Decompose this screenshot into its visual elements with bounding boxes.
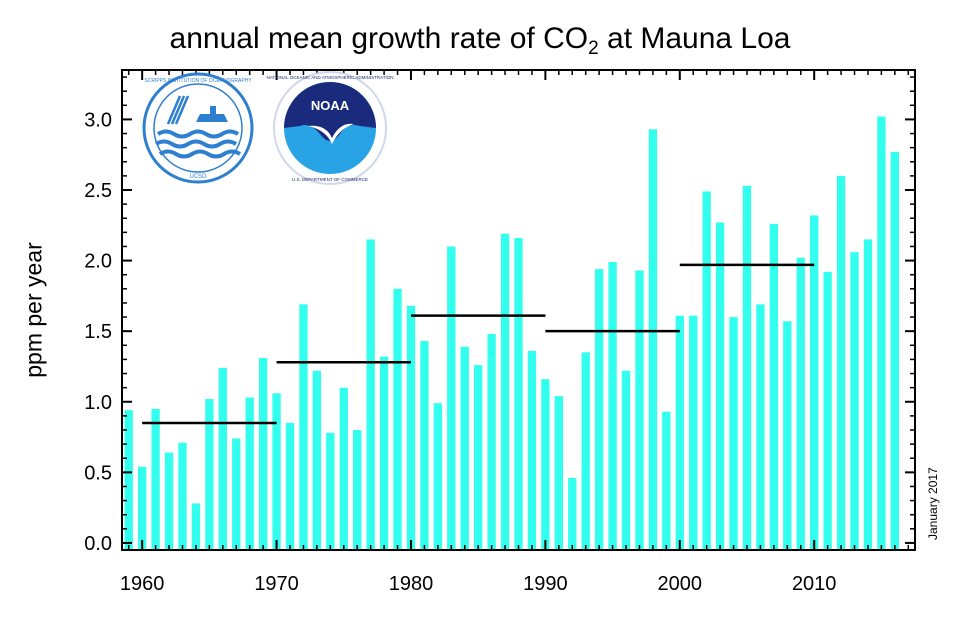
bar-2012	[836, 175, 846, 550]
y-tick-label: 2.0	[84, 251, 112, 273]
bar-1979	[393, 288, 402, 550]
noaa-logo-text: NOAA	[311, 98, 350, 113]
bar-2000	[675, 315, 684, 550]
x-tick-label: 2010	[792, 573, 837, 595]
y-tick-label: 0.5	[84, 462, 112, 484]
noaa-logo-ring-text: NATIONAL OCEANIC AND ATMOSPHERIC ADMINIS…	[266, 75, 393, 80]
bar-1980	[406, 305, 416, 550]
bar-1983	[447, 246, 456, 550]
chart-title: annual mean growth rate of CO2 at Mauna …	[0, 22, 960, 60]
bar-1967	[232, 438, 241, 550]
chart-title-suffix: at Mauna Loa	[598, 22, 791, 55]
bar-1961	[151, 408, 160, 550]
bar-1981	[420, 341, 429, 550]
bar-1982	[433, 403, 443, 550]
bar-2009	[796, 257, 805, 550]
bar-1984	[460, 346, 469, 550]
bar-1996	[621, 370, 631, 550]
bar-1968	[245, 397, 254, 550]
bar-1966	[218, 367, 227, 550]
x-tick-label: 1960	[120, 573, 165, 595]
bars-group	[124, 116, 899, 551]
bar-1970	[272, 393, 281, 550]
noaa-logo-ring-text-bottom: U.S. DEPARTMENT OF COMMERCE	[292, 177, 368, 182]
bar-1960	[137, 466, 147, 550]
bar-1963	[178, 442, 187, 550]
bar-2013	[850, 252, 859, 550]
axes-group: 0.0 0.5 1.0 1.5 2.0 2.5 3.0 1960 1970 1980 1990 200…	[84, 70, 915, 595]
bar-1993	[581, 352, 590, 550]
bar-1978	[379, 356, 389, 550]
bar-2008	[783, 321, 792, 550]
bar-1988	[514, 238, 523, 550]
x-tick-label: 1970	[254, 573, 299, 595]
y-tick-label: 2.5	[84, 180, 112, 202]
bar-2015	[877, 116, 886, 550]
bar-2001	[689, 315, 698, 550]
bar-1964	[191, 503, 201, 550]
bar-1991	[554, 396, 563, 550]
noaa-logo: NOAA NATIONAL OCEANIC AND ATMOSPHERIC AD…	[266, 71, 394, 185]
bar-1965	[205, 398, 214, 550]
scripps-logo: SCRIPPS INSTITUTION OF OCEANOGRAPHY UCSD	[142, 72, 254, 184]
bar-1972	[299, 304, 308, 550]
x-tick-label: 2000	[658, 573, 703, 595]
bar-2003	[715, 222, 725, 550]
bar-2004	[729, 317, 738, 550]
bar-1974	[326, 432, 335, 550]
bar-1985	[474, 365, 483, 550]
bar-1971	[285, 422, 295, 550]
bar-2002	[702, 191, 711, 550]
bar-2007	[769, 223, 779, 550]
bar-1999	[662, 411, 671, 550]
bar-1975	[339, 387, 348, 550]
bar-1977	[366, 239, 375, 550]
bar-1992	[568, 478, 577, 550]
chart-title-subscript: 2	[588, 38, 599, 59]
bar-2014	[863, 239, 873, 550]
bar-2006	[756, 304, 765, 550]
x-tick-label: 1980	[389, 573, 434, 595]
bar-1994	[594, 269, 604, 550]
bar-1962	[164, 452, 174, 550]
bar-2016	[890, 151, 899, 550]
bar-1973	[312, 370, 322, 550]
bar-2011	[823, 271, 832, 550]
bar-1959	[124, 410, 133, 550]
bar-1989	[527, 350, 537, 550]
bar-1976	[353, 430, 362, 550]
y-tick-label: 1.0	[84, 392, 112, 414]
y-tick-label: 3.0	[84, 109, 112, 131]
bar-1969	[258, 358, 268, 550]
date-note: January 2017	[926, 467, 940, 540]
scripps-logo-ucsd: UCSD	[189, 174, 207, 180]
decadal-means-group	[142, 263, 815, 425]
bar-2010	[810, 215, 819, 550]
bar-1995	[608, 262, 617, 550]
chart-title-main: annual mean growth rate of CO	[169, 22, 589, 55]
bar-1987	[500, 233, 510, 550]
bar-1998	[648, 129, 658, 551]
bar-1997	[635, 270, 644, 550]
x-tick-label: 1990	[523, 573, 568, 595]
y-tick-label: 1.5	[84, 321, 112, 343]
scripps-logo-text: SCRIPPS INSTITUTION OF OCEANOGRAPHY	[144, 78, 252, 84]
bar-1986	[487, 334, 496, 550]
bar-2005	[742, 185, 752, 550]
bar-1990	[541, 379, 550, 550]
y-tick-label: 0.0	[84, 533, 112, 555]
